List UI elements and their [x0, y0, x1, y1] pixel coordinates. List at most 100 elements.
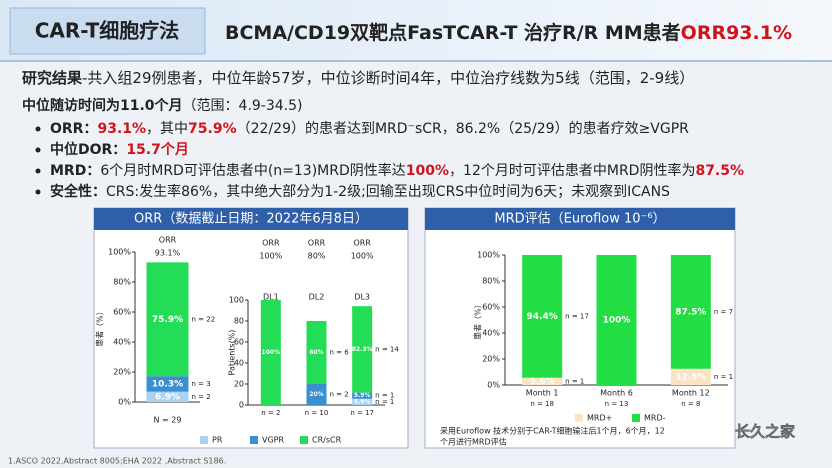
total-title: ORR — [262, 239, 280, 248]
section-box — [9, 7, 206, 55]
bar-segment — [146, 376, 189, 392]
value-label: 12.5% — [675, 372, 706, 382]
y-axis-label: 患者（%） — [95, 307, 105, 347]
bullet — [35, 147, 41, 153]
n-label: n = 17 — [565, 312, 589, 320]
n-label: n = 14 — [375, 345, 399, 353]
n-label: n = 22 — [192, 315, 216, 323]
legend-label: CR/sCR — [312, 436, 342, 445]
legend-label: MRD+ — [587, 414, 612, 423]
text-line: ORR：93.1%，其中75.9%（22/29）的患者达到MRD⁻sCR，86.… — [50, 121, 689, 137]
n-label: n = 1 — [565, 377, 584, 385]
n-label: n = 1 — [714, 373, 733, 381]
text-segment: 中位随访时间为11.0个月 — [22, 97, 183, 114]
text-segment: 研究结果 — [22, 69, 83, 87]
panel-title: ORR（数据截止日期：2022年6月8日） — [134, 212, 368, 227]
category-label: Month 1 — [526, 389, 559, 398]
legend-label: MRD- — [644, 414, 666, 423]
y-tick-label: 100% — [108, 248, 131, 257]
y-axis-label: 患者（%） — [473, 300, 483, 340]
bullet — [35, 168, 41, 174]
y-tick-label: 100 — [229, 296, 244, 305]
panel-header — [425, 208, 735, 230]
y-tick-label: 60% — [482, 303, 500, 312]
text-line: 中位DOR：15.7个月 — [50, 141, 189, 158]
panel-header — [94, 208, 408, 230]
text-segment: 中位DOR： — [50, 141, 126, 158]
y-tick-label: 80% — [482, 277, 500, 286]
y-tick-label: 80% — [113, 278, 131, 287]
value-label: 94.4% — [527, 312, 558, 322]
text-segment: 75.9% — [188, 121, 237, 137]
watermark: 长久之家 — [735, 423, 795, 441]
text-line: 安全性：CRS:发生率86%，其中绝大部分为1-2级;回输至出现CRS中位时间为… — [50, 183, 670, 200]
total-label: 100% — [351, 252, 374, 261]
n-label: n = 3 — [192, 380, 211, 388]
text-segment: ORR： — [50, 121, 97, 137]
bar-segment — [260, 300, 281, 405]
bar-segment — [522, 377, 563, 385]
text-segment: ，12个月时可评估患者中MRD阴性率为 — [449, 162, 695, 179]
y-tick-label: 40% — [113, 338, 131, 347]
total-title: ORR — [353, 239, 371, 248]
bar-segment — [306, 321, 327, 384]
footer: 1.ASCO 2022,Abstract 8005;EHA 2022 ,Abst… — [8, 457, 226, 466]
legend-swatch — [200, 436, 208, 444]
value-label: 60% — [309, 349, 323, 356]
category-label: Month 6 — [600, 389, 633, 398]
y-tick-label: 60 — [234, 338, 244, 347]
text-segment: 15.7个月 — [126, 141, 189, 158]
y-axis-label: Patients(%) — [228, 330, 237, 376]
value-label: 75.9% — [152, 315, 183, 325]
value-label: 6.9% — [155, 392, 180, 402]
note: 个月进行MRD评估 — [440, 437, 507, 447]
y-tick-label: 60% — [113, 308, 131, 317]
legend-label: PR — [212, 436, 223, 445]
y-tick-label: 0% — [118, 398, 131, 407]
bar-segment — [306, 384, 327, 405]
bar-segment — [522, 255, 563, 378]
category-label: Month 12 — [672, 389, 710, 398]
legend-swatch — [632, 414, 640, 422]
section: CAR-T细胞疗法 — [35, 19, 180, 43]
value-label: 82.3% — [352, 346, 373, 353]
legend-swatch — [575, 414, 583, 422]
bar-segment — [352, 392, 373, 399]
n-label: n = 2 — [330, 391, 349, 399]
total-label: 93.1% — [155, 249, 181, 258]
total-label: 80% — [308, 252, 326, 261]
value-label: 20% — [309, 391, 323, 398]
text-line: 研究结果-共入组29例患者，中位年龄57岁，中位诊断时间4年，中位治疗线数为5线… — [22, 69, 694, 87]
y-tick-label: 20% — [113, 368, 131, 377]
text-segment: CRS:发生率86%，其中绝大部分为1-2级;回输至出现CRS中位时间为6天；未… — [106, 183, 670, 200]
text-segment: 87.5% — [695, 163, 744, 179]
text-segment: -共入组29例患者，中位年龄57岁，中位诊断时间4年，中位治疗线数为5线（范围，… — [82, 69, 694, 87]
bar-segment — [146, 262, 189, 377]
total-title: ORR — [308, 239, 326, 248]
value-label: 5.9% — [354, 398, 371, 405]
bar-segment — [670, 255, 711, 369]
category-n: n = 8 — [681, 400, 700, 408]
value-label: 5.6% — [530, 377, 555, 387]
bar-segment — [670, 368, 711, 385]
n-label: n = 6 — [330, 349, 350, 357]
y-tick-label: 0% — [487, 381, 500, 390]
text-segment: （22/29）的患者达到MRD⁻sCR，86.2%（25/29）的患者疗效≥VG… — [237, 121, 690, 137]
text-segment: 93.1% — [97, 121, 146, 137]
y-tick-label: 40% — [482, 329, 500, 338]
y-tick-label: 40 — [234, 359, 244, 368]
y-tick-label: 80 — [234, 317, 244, 326]
total-title: ORR — [159, 236, 177, 245]
value-label: 87.5% — [675, 307, 706, 317]
legend-label: VGPR — [262, 436, 284, 445]
text-segment: 100% — [406, 163, 449, 179]
n-label: n = 1 — [375, 392, 394, 400]
category-n: n = 17 — [350, 409, 374, 417]
legend-swatch — [250, 436, 258, 444]
bar-segment — [352, 398, 373, 405]
category-label: DL3 — [354, 293, 370, 302]
category-n: n = 18 — [530, 400, 554, 408]
n-label: n = 7 — [714, 308, 733, 316]
n-label: n = 1 — [375, 398, 394, 406]
